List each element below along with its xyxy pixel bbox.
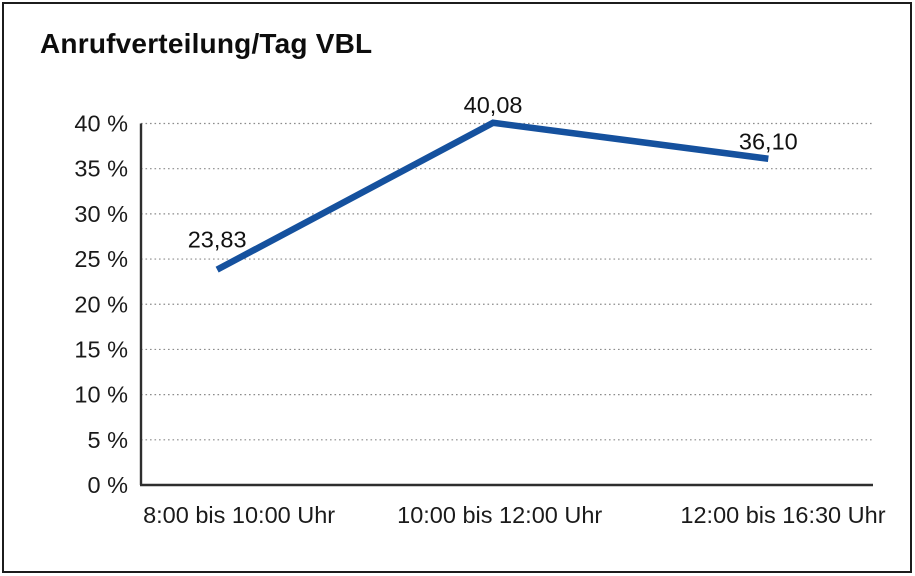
x-tick-label: 8:00 bis 10:00 Uhr — [143, 502, 335, 528]
y-tick-label: 25 % — [74, 246, 128, 272]
y-tick-label: 30 % — [74, 201, 128, 227]
y-tick-label: 35 % — [74, 156, 128, 182]
data-line — [215, 119, 769, 273]
y-tick-label: 20 % — [74, 291, 128, 317]
y-tick-label: 15 % — [74, 336, 128, 362]
value-label: 40,08 — [464, 92, 523, 118]
y-tick-label: 0 % — [88, 472, 129, 498]
y-tick-label: 5 % — [88, 427, 129, 453]
y-tick-label: 40 % — [74, 111, 128, 137]
value-label: 23,83 — [188, 227, 247, 253]
x-tick-label: 10:00 bis 12:00 Uhr — [397, 502, 602, 528]
y-tick-label: 10 % — [74, 382, 128, 408]
x-tick-label: 12:00 bis 16:30 Uhr — [680, 502, 885, 528]
value-label: 36,10 — [739, 129, 798, 155]
chart-title: Anrufverteilung/Tag VBL — [40, 28, 373, 59]
